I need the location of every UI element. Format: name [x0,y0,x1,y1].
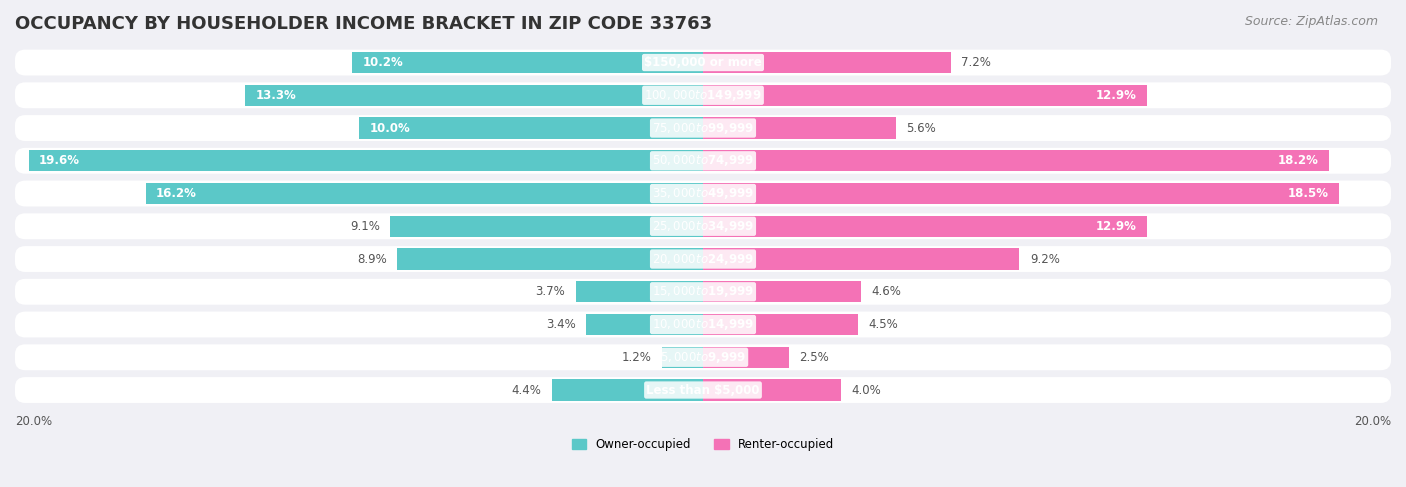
Text: $150,000 or more: $150,000 or more [644,56,762,69]
Bar [396,248,703,270]
Text: 10.2%: 10.2% [363,56,404,69]
Text: $20,000 to $24,999: $20,000 to $24,999 [652,251,754,266]
FancyBboxPatch shape [15,115,1391,141]
Text: $50,000 to $74,999: $50,000 to $74,999 [652,153,754,169]
Text: 20.0%: 20.0% [15,414,52,428]
Text: 12.9%: 12.9% [1095,89,1136,102]
Text: 12.9%: 12.9% [1095,220,1136,233]
FancyBboxPatch shape [15,148,1391,174]
FancyBboxPatch shape [15,279,1391,305]
Text: 1.2%: 1.2% [621,351,651,364]
Text: $75,000 to $99,999: $75,000 to $99,999 [652,121,754,135]
Text: $100,000 to $149,999: $100,000 to $149,999 [644,88,762,103]
Text: 3.4%: 3.4% [546,318,575,331]
Bar [703,248,1019,270]
Text: 10.0%: 10.0% [370,122,411,134]
Text: 8.9%: 8.9% [357,253,387,265]
Bar [703,347,789,368]
Legend: Owner-occupied, Renter-occupied: Owner-occupied, Renter-occupied [572,438,834,451]
Bar [703,281,862,302]
FancyBboxPatch shape [15,213,1391,239]
Bar [703,85,1147,106]
Bar [703,216,1147,237]
Text: $25,000 to $34,999: $25,000 to $34,999 [652,219,754,234]
Bar [703,379,841,401]
Text: $35,000 to $49,999: $35,000 to $49,999 [652,186,754,201]
Text: 18.2%: 18.2% [1278,154,1319,167]
Text: 18.5%: 18.5% [1288,187,1329,200]
FancyBboxPatch shape [15,312,1391,337]
Text: $5,000 to $9,999: $5,000 to $9,999 [659,350,747,365]
Text: $10,000 to $14,999: $10,000 to $14,999 [652,317,754,332]
Text: 9.1%: 9.1% [350,220,380,233]
Bar [359,117,703,139]
Bar [703,117,896,139]
Text: 19.6%: 19.6% [39,154,80,167]
Bar [246,85,703,106]
Bar [389,216,703,237]
Bar [146,183,703,204]
Text: 4.6%: 4.6% [872,285,901,298]
Bar [586,314,703,335]
Text: 5.6%: 5.6% [905,122,936,134]
Bar [28,150,703,171]
FancyBboxPatch shape [15,246,1391,272]
Text: 7.2%: 7.2% [960,56,991,69]
Text: 16.2%: 16.2% [156,187,197,200]
Text: 20.0%: 20.0% [1354,414,1391,428]
FancyBboxPatch shape [15,377,1391,403]
Bar [703,314,858,335]
Bar [551,379,703,401]
Text: 4.5%: 4.5% [868,318,898,331]
Bar [575,281,703,302]
Text: OCCUPANCY BY HOUSEHOLDER INCOME BRACKET IN ZIP CODE 33763: OCCUPANCY BY HOUSEHOLDER INCOME BRACKET … [15,15,711,33]
Text: 4.4%: 4.4% [512,384,541,396]
Text: 13.3%: 13.3% [256,89,297,102]
Text: 3.7%: 3.7% [536,285,565,298]
Text: $15,000 to $19,999: $15,000 to $19,999 [652,284,754,300]
Bar [662,347,703,368]
Bar [703,183,1340,204]
Bar [703,150,1329,171]
Text: Less than $5,000: Less than $5,000 [647,384,759,396]
FancyBboxPatch shape [15,181,1391,206]
FancyBboxPatch shape [15,82,1391,108]
Text: 9.2%: 9.2% [1029,253,1060,265]
FancyBboxPatch shape [15,50,1391,75]
Text: Source: ZipAtlas.com: Source: ZipAtlas.com [1244,15,1378,28]
Text: 2.5%: 2.5% [800,351,830,364]
Text: 4.0%: 4.0% [851,384,880,396]
Bar [703,52,950,73]
Bar [352,52,703,73]
FancyBboxPatch shape [15,344,1391,370]
